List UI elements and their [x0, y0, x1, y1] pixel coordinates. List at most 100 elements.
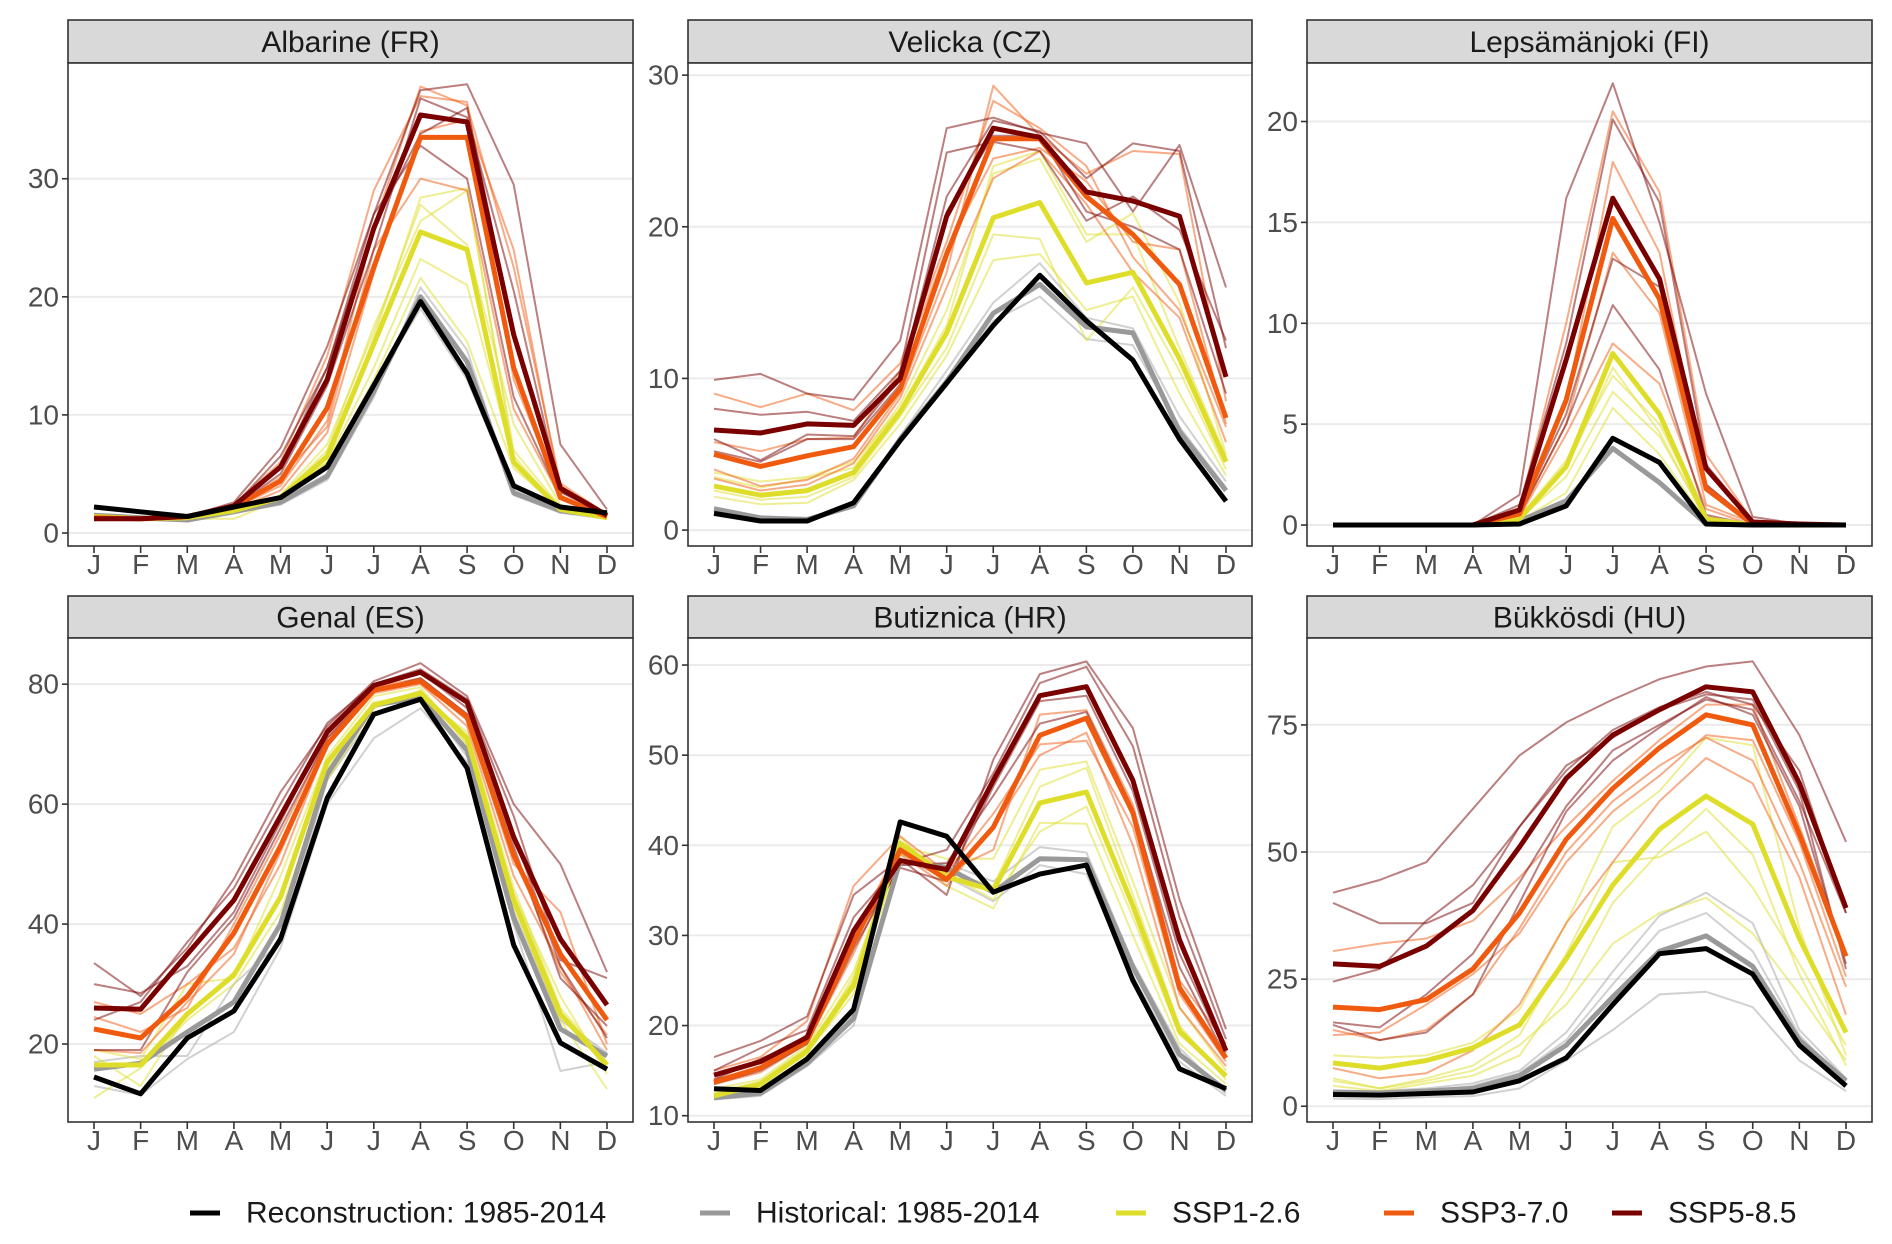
ensemble-line-ssp1-2-6 — [1332, 830, 1847, 1090]
ensemble-line-historical-1985-2014 — [1332, 990, 1847, 1101]
x-tick-label: J — [1606, 549, 1620, 580]
y-tick-label: 10 — [28, 399, 59, 430]
x-tick-label: F — [1371, 549, 1388, 580]
x-tick-label: M — [176, 1125, 199, 1156]
x-tick-label: D — [597, 1125, 617, 1156]
series-line-ssp3-7-0 — [93, 678, 610, 1041]
x-tick-label: A — [844, 549, 863, 580]
ensemble-line-ssp1-2-6 — [93, 686, 608, 1075]
x-tick-label: O — [503, 1125, 525, 1156]
y-tick-label: 25 — [1267, 964, 1298, 995]
x-tick-label: J — [1606, 1125, 1620, 1156]
series-line-reconstruction-1985-2014 — [713, 272, 1229, 524]
x-tick-label: M — [1508, 549, 1531, 580]
ensemble-line-ssp5-8-5 — [713, 665, 1227, 1072]
series-lines — [93, 83, 609, 523]
series-line-ssp1-2-6 — [1332, 793, 1849, 1071]
facet-strip — [687, 19, 1253, 64]
y-tick-label: 5 — [1282, 409, 1298, 440]
x-tick-label: F — [1371, 1125, 1388, 1156]
x-tick-label: J — [367, 1125, 381, 1156]
legend-item-ssp3-7-0: SSP3-7.0 — [1384, 1197, 1568, 1230]
series-lines — [1333, 82, 1847, 528]
x-tick-label: O — [1742, 1125, 1764, 1156]
y-tick-label: 40 — [28, 909, 59, 940]
x-tick-label: M — [1415, 549, 1438, 580]
x-tick-label: M — [795, 1125, 818, 1156]
panel-border — [687, 637, 1253, 1123]
x-tick-label: D — [597, 549, 617, 580]
x-tick-label: J — [87, 549, 101, 580]
x-tick-label: N — [1789, 1125, 1809, 1156]
ensemble-line-ssp1-2-6 — [713, 253, 1227, 506]
ensemble-line-ssp3-7-0 — [1332, 736, 1847, 1042]
y-tick-label: 10 — [648, 363, 679, 394]
legend-item-reconstruction-1985-2014: Reconstruction: 1985-2014 — [190, 1197, 606, 1230]
ensemble-line-ssp5-8-5 — [713, 116, 1227, 401]
ensemble-line-ssp1-2-6 — [713, 760, 1227, 1090]
y-tick-label: 40 — [648, 830, 679, 861]
x-tick-label: N — [550, 1125, 570, 1156]
series-line-ssp5-8-5 — [1332, 684, 1849, 969]
series-line-ssp5-8-5 — [93, 669, 610, 1012]
x-tick-label: J — [320, 549, 334, 580]
series-line-historical-1985-2014 — [713, 856, 1228, 1101]
legend: Reconstruction: 1985-2014 Historical: 198… — [190, 1197, 1796, 1230]
x-tick-label: S — [1697, 549, 1716, 580]
series-line-ssp1-2-6 — [713, 789, 1228, 1099]
y-tick-label: 50 — [648, 740, 679, 771]
y-tick-label: 10 — [1267, 308, 1298, 339]
x-tick-label: A — [1030, 1125, 1049, 1156]
y-tick-label: 30 — [648, 920, 679, 951]
y-tick-label: 60 — [648, 650, 679, 681]
x-tick-label: M — [795, 549, 818, 580]
x-tick-label: A — [1464, 1125, 1483, 1156]
x-tick-label: S — [458, 549, 477, 580]
x-tick-label: O — [503, 549, 525, 580]
x-tick-label: J — [1559, 1125, 1573, 1156]
ensemble-line-ssp5-8-5 — [1332, 693, 1847, 983]
x-tick-label: N — [1169, 1125, 1189, 1156]
series-line-ssp3-7-0 — [713, 136, 1229, 469]
x-tick-label: M — [1415, 1125, 1438, 1156]
x-tick-label: O — [1122, 1125, 1144, 1156]
y-tick-label: 0 — [43, 518, 59, 549]
y-tick-label: 60 — [28, 789, 59, 820]
y-tick-label: 10 — [648, 1100, 679, 1131]
facet-title: Lepsämänjoki (FI) — [1469, 26, 1709, 59]
x-tick-label: O — [1742, 549, 1764, 580]
series-line-ssp1-2-6 — [94, 690, 609, 1068]
series-lines — [713, 660, 1229, 1101]
x-tick-label: J — [940, 549, 954, 580]
panel-border — [687, 62, 1253, 547]
ensemble-line-ssp1-2-6 — [713, 233, 1227, 501]
x-tick-label: J — [367, 549, 381, 580]
x-tick-label: D — [1836, 549, 1856, 580]
series-line-reconstruction-1985-2014 — [93, 299, 608, 519]
plot-background — [688, 63, 1252, 546]
legend-label: Reconstruction: 1985-2014 — [246, 1197, 606, 1230]
y-tick-label: 80 — [28, 669, 59, 700]
ensemble-line-ssp5-8-5 — [713, 119, 1227, 462]
series-lines — [713, 84, 1229, 524]
legend-item-ssp5-8-5: SSP5-8.5 — [1612, 1197, 1796, 1230]
x-tick-label: A — [1650, 1125, 1669, 1156]
facet-strip — [67, 19, 634, 64]
y-tick-label: 15 — [1267, 207, 1298, 238]
legend-label: Historical: 1985-2014 — [756, 1197, 1040, 1230]
x-tick-label: A — [225, 1125, 244, 1156]
ensemble-line-ssp1-2-6 — [1332, 807, 1847, 1092]
x-tick-label: J — [1326, 549, 1340, 580]
x-tick-label: D — [1836, 1125, 1856, 1156]
ensemble-line-ssp3-7-0 — [1332, 757, 1847, 1080]
x-tick-label: D — [1216, 1125, 1236, 1156]
x-tick-label: A — [411, 549, 430, 580]
facet-title: Bükkösdi (HU) — [1493, 602, 1686, 635]
legend-label: SSP5-8.5 — [1668, 1197, 1796, 1230]
y-tick-label: 0 — [663, 515, 679, 546]
